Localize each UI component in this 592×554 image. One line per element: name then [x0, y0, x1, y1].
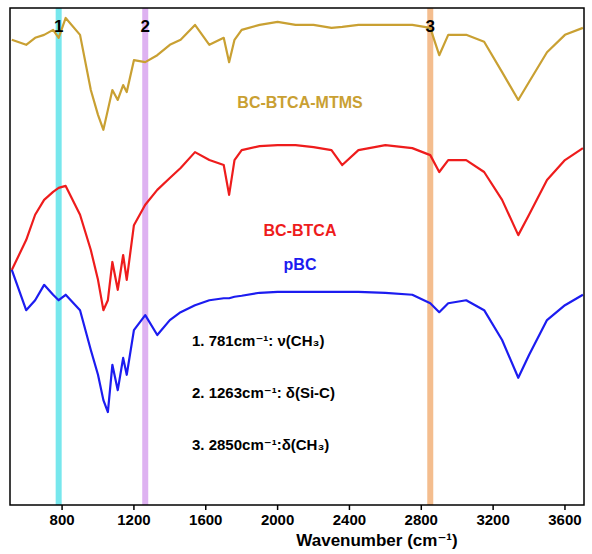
x-tick-label: 3600 — [548, 511, 581, 528]
x-tick — [133, 505, 135, 510]
x-tick — [564, 505, 566, 510]
band — [142, 8, 148, 505]
plot-area — [12, 8, 583, 505]
x-tick-label: 800 — [50, 511, 75, 528]
x-tick — [205, 505, 207, 510]
band — [427, 8, 433, 505]
annotation: 1. 781cm⁻¹: ν(CH₃) — [192, 332, 324, 349]
x-tick-label: 2000 — [261, 511, 294, 528]
series-label: pBC — [284, 256, 317, 273]
band-label: 1 — [54, 17, 63, 36]
x-tick-label: 3200 — [476, 511, 509, 528]
spectrum-line — [12, 270, 583, 412]
x-tick-label: 2800 — [405, 511, 438, 528]
x-tick-label: 1600 — [189, 511, 222, 528]
band — [56, 8, 62, 505]
x-tick — [492, 505, 494, 510]
spectrum-line — [12, 145, 583, 310]
x-tick-label: 2400 — [333, 511, 366, 528]
spectrum-line — [12, 18, 583, 130]
x-tick — [277, 505, 279, 510]
frame — [10, 8, 584, 505]
chart: 1 2 3 800 1200 1600 2000 2400 2800 3200 3600 Wavenu… — [0, 0, 592, 554]
annotation: 2. 1263cm⁻¹: δ(Si-C) — [192, 384, 335, 401]
series-label: BC-BTCA-MTMS — [237, 94, 363, 111]
x-tick — [421, 505, 423, 510]
x-axis-title: Wavenumber (cm⁻¹) — [296, 531, 457, 550]
x-tick — [61, 505, 63, 510]
x-tick-label: 1200 — [117, 511, 150, 528]
band-label: 2 — [141, 17, 150, 36]
band-label: 3 — [426, 17, 435, 36]
annotation: 3. 2850cm⁻¹:δ(CH₃) — [192, 436, 329, 453]
x-tick — [349, 505, 351, 510]
series-label: BC-BTCA — [264, 222, 337, 239]
